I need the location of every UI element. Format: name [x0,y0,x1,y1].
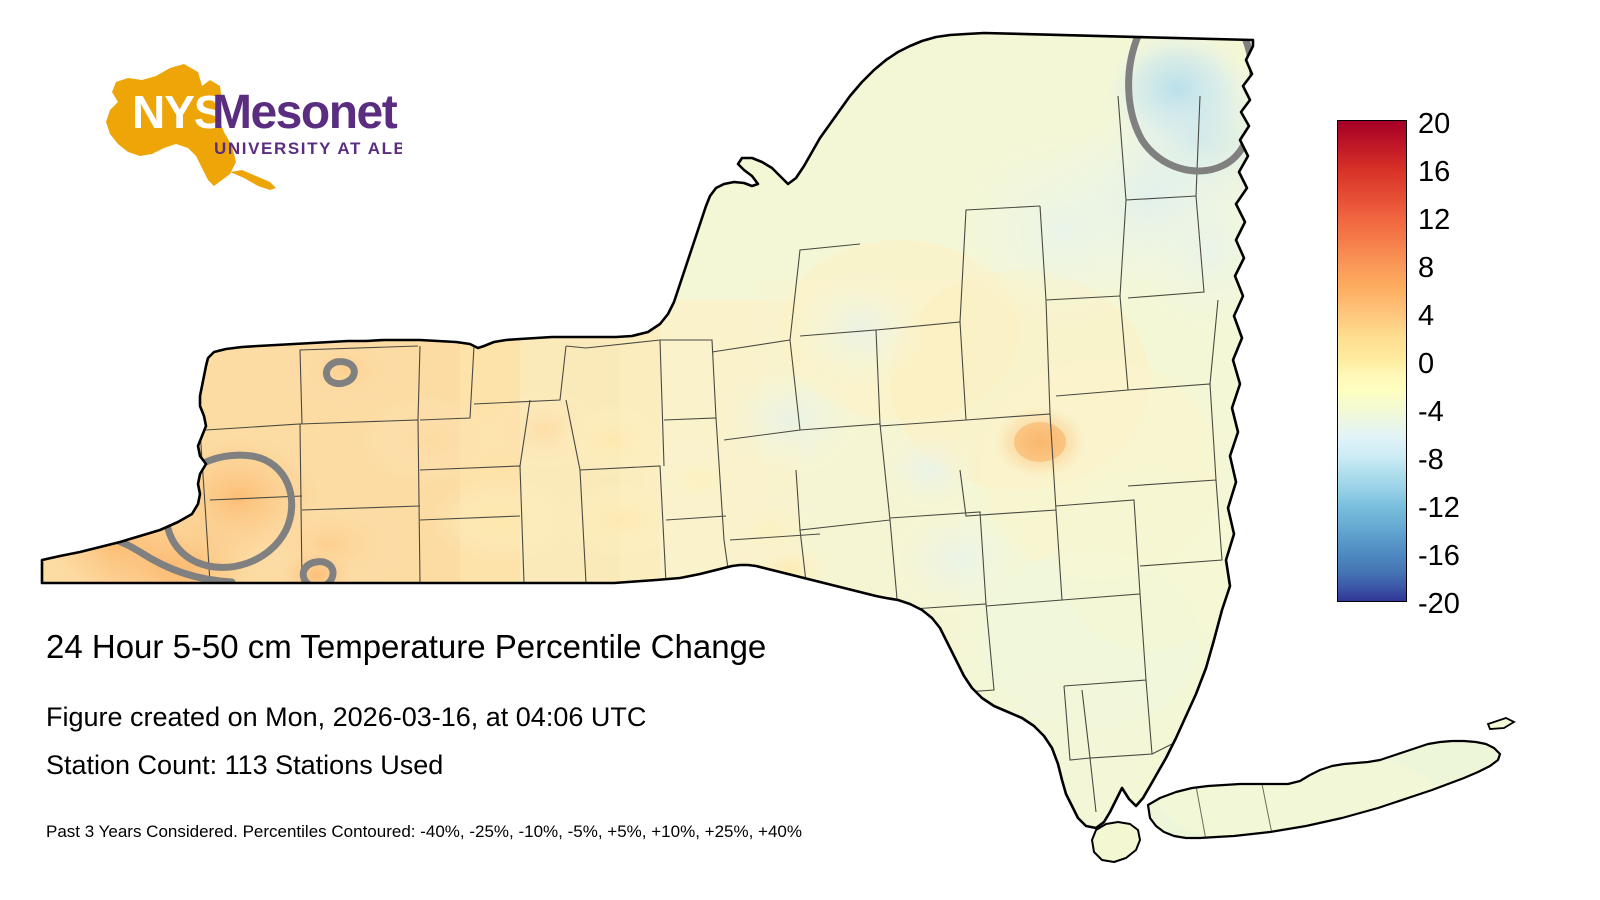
fishers-island [1486,717,1516,730]
colorbar-tick: 16 [1418,156,1451,188]
staten-island-outline [1091,821,1141,863]
long-island-outline [1146,739,1502,840]
nys-mesonet-logo[interactable]: NYS Mesonet UNIVERSITY AT ALBANY [52,62,402,192]
colorbar-tick: -12 [1418,492,1460,524]
colorbar-tick: 8 [1418,252,1435,284]
long-island-county-lines [1195,783,1273,838]
colorbar[interactable] [1337,120,1407,602]
colorbar-tick: -20 [1418,588,1460,620]
logo-nys-text: NYS [132,86,224,138]
colorbar-tick: 4 [1418,300,1435,332]
colorbar-gradient [1338,121,1406,601]
state-silhouette-icon [106,64,236,186]
colorbar-tick: 20 [1418,108,1451,140]
colorbar-tick: 12 [1418,204,1451,236]
logo-mesonet-text: Mesonet [212,86,398,139]
colorbar-tick-labels: 20 16 12 8 4 0 -4 -8 -12 -16 -20 [1418,108,1508,619]
station-count-text: Station Count: 113 Stations Used [46,750,444,780]
long-island-silhouette-icon [230,170,276,190]
state-outline [40,31,1255,830]
figure-title: 24 Hour 5-50 cm Temperature Percentile C… [46,628,767,665]
logo-tagline-text: UNIVERSITY AT ALBANY [214,139,402,158]
figure-footnote: Past 3 Years Considered. Percentiles Con… [46,822,802,841]
colorbar-tick: -16 [1418,540,1460,572]
colorbar-tick: -8 [1418,444,1444,476]
colorbar-tick: -4 [1418,396,1444,428]
figure-created-text: Figure created on Mon, 2026-03-16, at 04… [46,702,647,732]
colorbar-tick: 0 [1418,348,1435,380]
